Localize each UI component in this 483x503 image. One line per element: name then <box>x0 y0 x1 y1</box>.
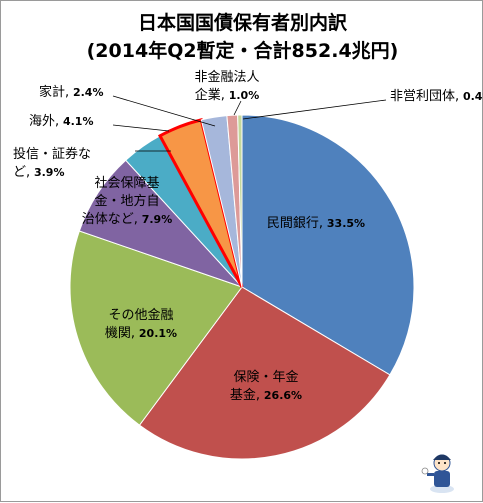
slice-label: 非営利団体, 0.4% <box>390 89 483 104</box>
slice-label: 海外, 4.1% <box>29 114 93 129</box>
leader-line <box>112 124 170 132</box>
slice-label: 民間銀行, 33.5% <box>267 216 365 231</box>
chart-subtitle: (2014年Q2暫定・合計852.4兆円) <box>86 40 399 62</box>
slice-label: 家計, 2.4% <box>39 84 103 100</box>
pie-slice <box>237 114 243 288</box>
pie-slice <box>69 230 243 426</box>
slice-label: 投信・証券など, 3.9% <box>13 146 91 180</box>
pie-slice <box>241 114 415 376</box>
leader-line <box>242 99 387 120</box>
chart-title: 日本国国債保有者別内訳 <box>137 12 347 34</box>
slice-labels: 民間銀行, 33.5% 保険・年金基金, 26.6% その他金融機関, 20.1% 社… <box>13 69 483 403</box>
slice-label: 非金融法人企業, 1.0% <box>194 69 259 103</box>
mascot-icon <box>421 454 454 493</box>
slice-label: 保険・年金基金, 26.6% <box>230 369 302 403</box>
leader-line <box>112 95 216 127</box>
pie-slice <box>138 286 391 460</box>
pie-slices <box>69 114 415 460</box>
slice-label: その他金融機関, 20.1% <box>105 307 177 341</box>
leader-lines <box>112 95 387 152</box>
slice-label: 社会保障基金・地方自治体など, 7.9% <box>82 175 172 227</box>
leader-line <box>233 100 242 116</box>
